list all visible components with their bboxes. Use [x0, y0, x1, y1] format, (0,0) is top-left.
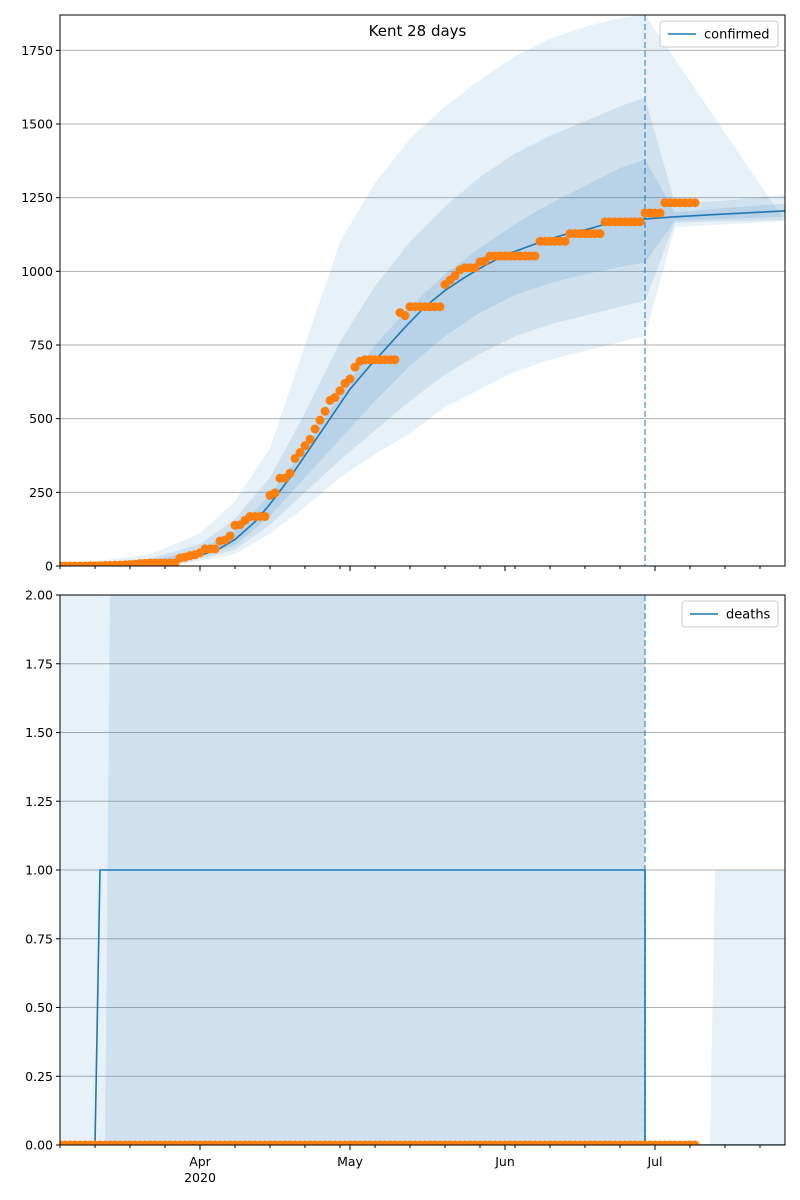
x-tick-label: May — [337, 1154, 363, 1169]
y-tick-label: 1250 — [21, 190, 53, 205]
observed-point — [635, 217, 645, 227]
observed-point — [315, 415, 325, 425]
y-tick-label: 0.00 — [25, 1138, 53, 1153]
observed-point — [400, 311, 410, 321]
observed-point — [285, 468, 295, 478]
y-tick-label: 1750 — [21, 43, 53, 58]
y-tick-label: 0.75 — [25, 931, 53, 946]
observed-point — [690, 198, 700, 208]
observed-point — [210, 544, 220, 554]
x-tick-label: Jul — [646, 1154, 662, 1169]
observed-point — [390, 355, 400, 365]
credible-band-middle — [60, 97, 785, 566]
y-tick-label: 500 — [29, 411, 53, 426]
y-tick-label: 0.50 — [25, 1000, 53, 1015]
y-tick-label: 1.75 — [25, 656, 53, 671]
credible-band-inner — [60, 159, 785, 566]
x-tick-label: Apr — [189, 1154, 211, 1169]
observed-point — [350, 362, 360, 372]
credible-band-outer — [710, 870, 785, 1145]
confirmed-panel: 0 250 500 750 1000 1250 1500 1750 Kent 28 days co… — [21, 14, 786, 574]
observed-point — [310, 424, 320, 434]
plot-area — [60, 595, 785, 1145]
y-tick-label: 750 — [29, 338, 53, 353]
median-line — [60, 869, 785, 1145]
y-tick-label: 0 — [45, 559, 53, 574]
y-tick-label: 1.00 — [25, 863, 53, 878]
observed-point — [530, 251, 540, 261]
observed-point — [450, 271, 460, 281]
legend-box — [681, 600, 779, 628]
y-tick-label: 1.50 — [25, 725, 53, 740]
legend-label: confirmed — [704, 28, 770, 43]
y-tick-label: 1.25 — [25, 794, 53, 809]
observed-point — [560, 236, 570, 246]
observed-point — [295, 448, 305, 458]
legend: confirmed — [659, 20, 779, 48]
legend: deaths — [681, 600, 779, 628]
observed-point — [320, 406, 330, 416]
observed-point — [595, 229, 605, 239]
deaths-panel: 0.00 0.25 0.50 0.75 1.00 1.25 1.50 1.75 2.00 Apr2… — [25, 588, 786, 1185]
observed-point — [305, 434, 315, 444]
y-tick-label: 1000 — [21, 264, 53, 279]
observed-point — [335, 386, 345, 396]
observed-point — [435, 302, 445, 312]
observed-point — [470, 263, 480, 273]
legend-label: deaths — [726, 608, 771, 623]
observed-point — [270, 488, 280, 498]
y-tick-label: 1500 — [21, 117, 53, 132]
observed-point — [655, 208, 665, 218]
y-tick-label: 250 — [29, 485, 53, 500]
observed-point — [690, 1140, 700, 1145]
observed-point — [345, 374, 355, 384]
credible-band-outer — [60, 15, 785, 566]
x-tick-sublabel: 2020 — [184, 1170, 216, 1185]
y-tick-label: 0.25 — [25, 1069, 53, 1084]
observed-point — [300, 441, 310, 451]
observed-point — [225, 531, 235, 541]
observed-point — [290, 453, 300, 463]
chart-title: Kent 28 days — [369, 22, 467, 40]
observed-point — [330, 392, 340, 402]
legend-box — [659, 20, 779, 48]
x-tick-label: Jun — [494, 1154, 515, 1169]
axes-frame — [59, 14, 786, 567]
plot-area — [60, 15, 785, 566]
observed-point — [260, 511, 270, 521]
y-tick-label: 2.00 — [25, 588, 53, 603]
